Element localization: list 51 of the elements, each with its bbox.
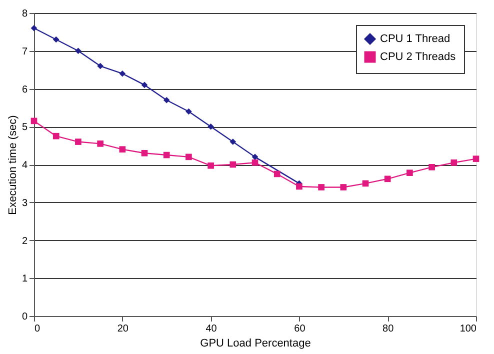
point xyxy=(75,48,82,54)
point xyxy=(208,162,214,169)
legend-label: CPU 1 Thread xyxy=(380,33,450,45)
y-tick-label: 6 xyxy=(22,84,28,96)
point xyxy=(186,154,192,160)
point xyxy=(252,154,258,160)
x-tick-label: 40 xyxy=(206,324,218,334)
point xyxy=(428,164,435,170)
y-tick-label: 5 xyxy=(22,122,28,134)
legend-label: CPU 2 Threads xyxy=(380,51,456,63)
point xyxy=(52,132,60,140)
x-tick-label: 20 xyxy=(117,324,129,334)
y-tick-label: 8 xyxy=(22,8,28,20)
point xyxy=(141,150,148,156)
y-tick-label: 3 xyxy=(22,198,28,209)
point xyxy=(252,159,258,166)
x-axis-title: GPU Load Percentage xyxy=(200,338,311,350)
point xyxy=(230,138,236,145)
point xyxy=(208,123,214,130)
point xyxy=(97,140,104,147)
point xyxy=(406,170,413,176)
point xyxy=(472,156,480,162)
y-tick-label: 4 xyxy=(22,160,28,171)
point xyxy=(30,24,38,32)
point xyxy=(141,82,148,88)
y-tick-label: 1 xyxy=(22,274,28,285)
point xyxy=(318,184,324,190)
point xyxy=(274,170,280,178)
point xyxy=(450,159,458,166)
point xyxy=(362,180,369,187)
point xyxy=(296,183,302,190)
x-tick-label: 60 xyxy=(294,324,306,334)
point xyxy=(163,96,170,104)
point xyxy=(340,184,347,190)
point xyxy=(230,161,236,168)
x-tick-label: 0 xyxy=(34,324,40,334)
point xyxy=(119,146,126,153)
point xyxy=(75,138,82,145)
x-tick-label: 80 xyxy=(382,324,394,334)
point xyxy=(97,62,104,70)
y-tick-label: 0 xyxy=(22,312,28,322)
point xyxy=(163,152,170,158)
point xyxy=(384,176,391,182)
point xyxy=(30,118,38,124)
x-tick-label: 100 xyxy=(460,324,477,334)
point xyxy=(186,108,192,115)
point xyxy=(119,70,126,77)
y-tick-label: 7 xyxy=(22,46,28,58)
y-axis-title: Execution time (sec) xyxy=(6,115,19,215)
point xyxy=(52,36,60,43)
y-tick-label: 2 xyxy=(22,236,28,247)
